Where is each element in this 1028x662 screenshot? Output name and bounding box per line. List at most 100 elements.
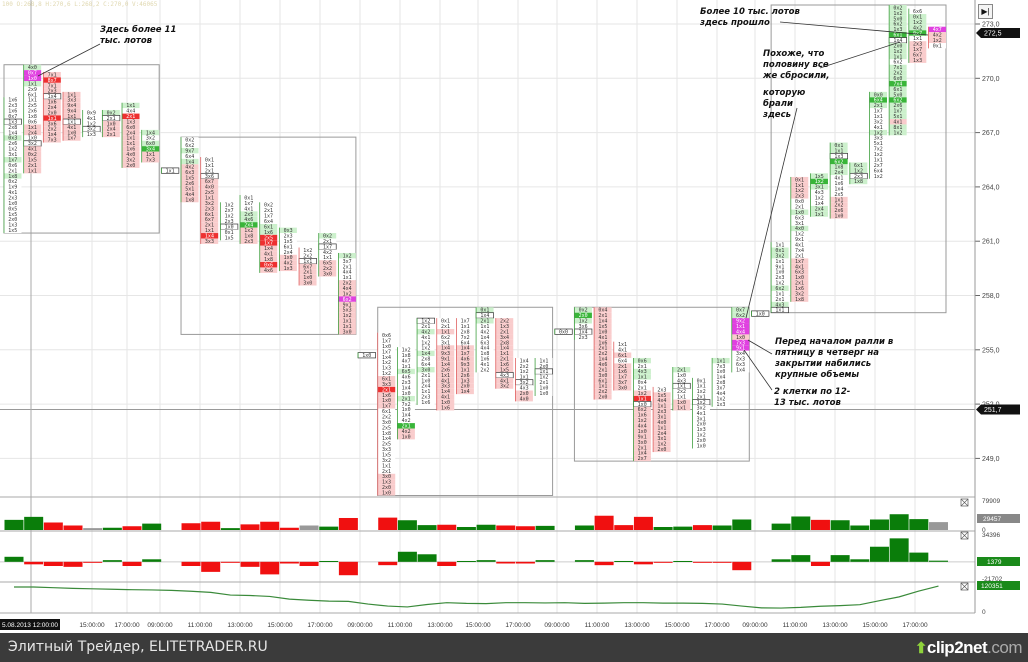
footprint-cell: 6x6: [908, 8, 927, 15]
footprint-cell-label: 4x2: [402, 429, 411, 435]
footprint-cell: 7x1: [889, 64, 907, 71]
footprint-cell-label: 2x9: [28, 87, 37, 93]
footprint-cell-label: 7x4: [893, 81, 902, 87]
footprint-cell-label: 1x0: [8, 201, 17, 207]
footprint-cell-label: 1x0: [28, 76, 37, 82]
footprint-cell: 1x1: [495, 350, 514, 357]
footprint-cell: 1x2: [574, 318, 592, 325]
footprint-cell-label: 1x1: [874, 114, 883, 120]
footprint-cell-bg: [495, 318, 514, 324]
footprint-cell: 1x1: [889, 53, 907, 60]
footprint-cell-label: 1x6: [500, 362, 509, 368]
footprint-cell: 4x1: [594, 334, 612, 341]
volume-bar: [614, 525, 634, 530]
footprint-cell-bg: [908, 46, 927, 53]
footprint-cell-bg: [712, 374, 730, 380]
footprint-cell-bg: [417, 350, 435, 357]
volume-bar: [43, 522, 63, 530]
delta-bar: [515, 561, 535, 564]
footprint-cell-label: 2x1: [303, 270, 312, 276]
footprint-cell: 0x1: [928, 43, 946, 49]
footprint-cell-label: 1x0: [382, 398, 391, 404]
go-to-end-button[interactable]: ▶|: [978, 4, 993, 19]
footprint-cell-bg: [318, 254, 337, 261]
delta-bar: [299, 561, 319, 567]
footprint-cell-bg: [535, 357, 553, 364]
footprint-cell-bg: [889, 53, 907, 60]
footprint-cell-bg: [495, 377, 514, 384]
footprint-cell-bg: [436, 405, 455, 411]
footprint-cell-bg: [908, 24, 927, 31]
footprint-cell-label: 2x4: [107, 127, 116, 133]
footprint-cell-bg: [889, 70, 907, 76]
footprint-cell: 7x3: [43, 137, 61, 144]
footprint-cell: 1x1: [672, 405, 691, 411]
footprint-cell-label: 1x1: [697, 384, 706, 390]
footprint-cell-bg: [889, 86, 907, 92]
delta-bar: [338, 561, 358, 576]
footprint-cell-bg: [535, 374, 553, 380]
footprint-cell: 6x4: [181, 153, 199, 160]
footprint-cell: 1x5: [4, 211, 22, 218]
footprint-cell-bg: [790, 176, 809, 183]
footprint-cell: 2x1: [476, 318, 494, 325]
footprint-cell-bg: [141, 151, 160, 158]
footprint-cell-bg: [889, 75, 907, 82]
footprint-cell: 0x1: [771, 247, 789, 254]
footprint-cell-bg: [436, 377, 455, 384]
volume-bar: [338, 517, 358, 530]
footprint-cell-bg: [4, 200, 22, 206]
footprint-cell-bg: [181, 164, 199, 170]
footprint-cell-label: 9x4: [67, 109, 76, 115]
footprint-cell-label: 6x0: [126, 125, 135, 131]
footprint-cell: 7x2: [869, 146, 887, 153]
time-label: 17:00:00: [902, 622, 928, 629]
footprint-cell: 3x0: [377, 419, 396, 426]
footprint-cell-label: 6x3: [795, 215, 804, 221]
footprint-cell-label: 4x3: [638, 369, 647, 375]
footprint-cell-bg: [122, 146, 140, 152]
footprint-cell-label: 1x1: [126, 141, 135, 147]
footprint-cell: 5x3: [338, 307, 356, 314]
volume-bar: [476, 524, 496, 530]
volume-bar: [771, 523, 791, 530]
footprint-cell: 3x2: [200, 200, 219, 207]
footprint-cell-label: 1x4: [48, 132, 57, 138]
footprint-cell-label: 2x3: [402, 380, 411, 386]
footprint-cells: 1x62x31x60x71x32x81x40x32x61x23x11x70x62…: [3, 4, 946, 497]
footprint-cell: 2x4: [810, 205, 828, 212]
footprint-cell: 2x8: [456, 328, 474, 335]
footprint-cell: 2x1: [102, 131, 120, 138]
footprint-cell: 2x3: [653, 386, 671, 393]
footprint-cell-bg: [535, 379, 553, 386]
footprint-cell: 2x4: [830, 169, 848, 176]
footprint-cell-bg: [633, 385, 651, 391]
footprint-cell-label: 1x2: [343, 253, 352, 259]
footprint-cell-label: 3x2: [382, 458, 391, 464]
footprint-cell: 2x1: [771, 296, 789, 303]
footprint-cell: 2x6: [830, 207, 848, 214]
footprint-cell-bg: [220, 229, 238, 235]
footprint-cell-bg: [338, 280, 356, 286]
footprint-cell: 1x6: [830, 180, 848, 187]
footprint-cell-label: 2x1: [382, 469, 391, 475]
footprint-cell-bg: [476, 339, 494, 346]
footprint-cell: 1x0: [23, 75, 42, 82]
footprint-cell-label: 6x3: [185, 170, 194, 176]
footprint-cell: 2x4: [23, 129, 42, 136]
footprint-cell: 4x3: [771, 301, 789, 308]
footprint-cell: 1x1: [200, 227, 219, 234]
footprint-cell-label: 1x4: [480, 335, 489, 341]
footprint-cell: 6x0: [141, 140, 160, 147]
footprint-cell-label: 2x8: [500, 340, 509, 346]
delta-last-tag: [977, 557, 1020, 566]
footprint-cell-label: 7x3: [48, 138, 57, 144]
footprint-cell-bg: [436, 323, 455, 329]
footprint-cell-label: 3x0: [618, 386, 627, 392]
footprint-cell-bg: [633, 439, 651, 445]
footprint-cell-label: 3x2: [126, 157, 135, 163]
footprint-cell: 6x1: [594, 377, 612, 384]
footprint-cell: 1x4: [377, 435, 396, 442]
footprint-cell-label: 1x2: [874, 130, 883, 136]
